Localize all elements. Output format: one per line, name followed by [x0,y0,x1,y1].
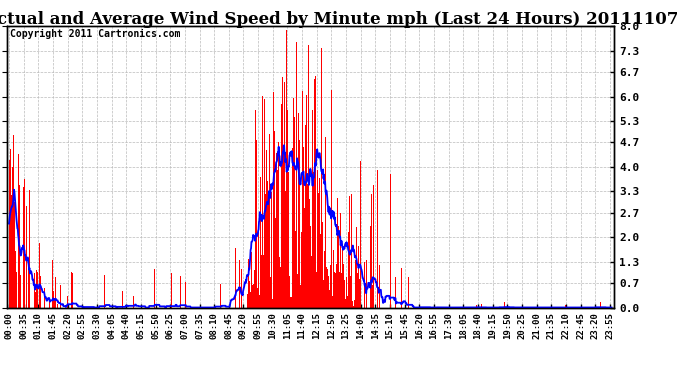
Text: Copyright 2011 Cartronics.com: Copyright 2011 Cartronics.com [10,29,180,39]
Text: Actual and Average Wind Speed by Minute mph (Last 24 Hours) 20111107: Actual and Average Wind Speed by Minute … [0,11,678,28]
